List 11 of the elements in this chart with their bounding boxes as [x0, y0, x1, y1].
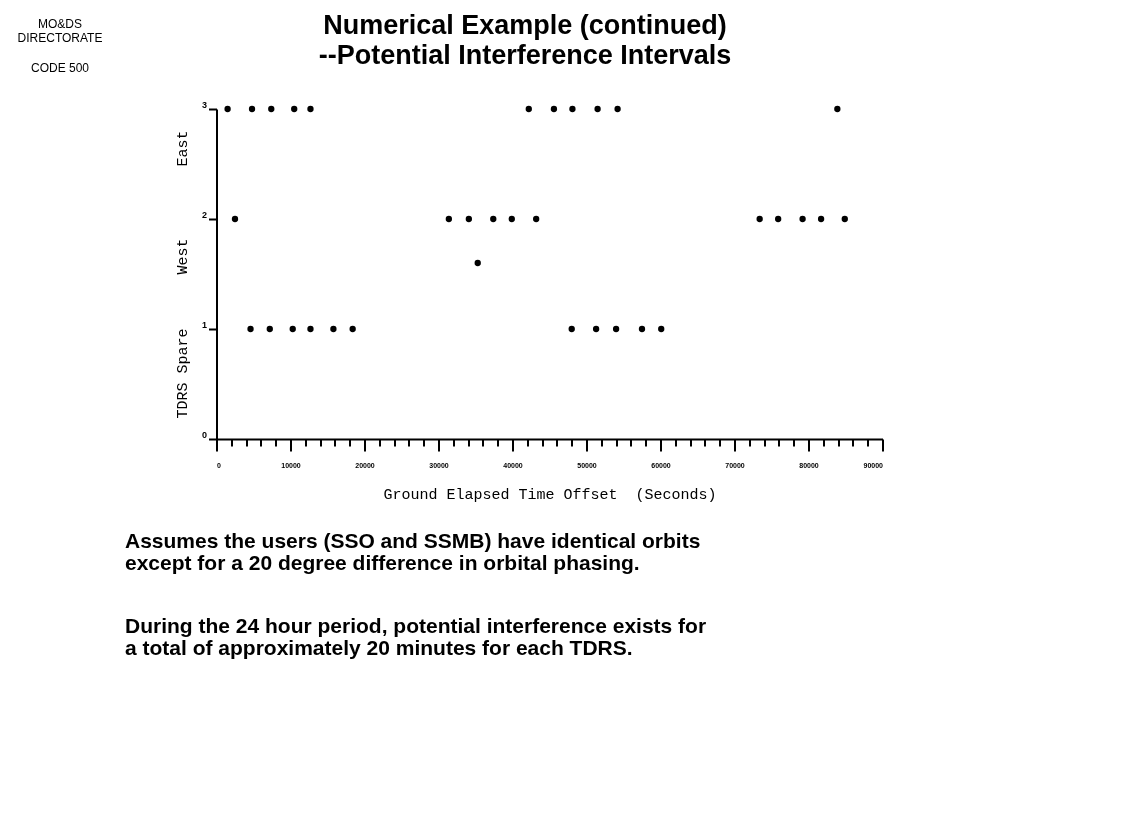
text: MO&DS DIRECTORATE	[17, 17, 103, 45]
text: Assumes the users (SSO and SSMB) have identical orbits except for a 20 degree difference in orbital phasing.	[125, 529, 701, 574]
chart-title: Numerical Example (continued) --Potential Interference Intervals	[318, 10, 732, 70]
text: During the 24 hour period, potential interference exists for a total of approximately 20 minutes for each TDRS.	[125, 614, 707, 659]
y-tick-label: 0	[201, 429, 207, 440]
y-tick-label: 1	[201, 319, 207, 330]
text: CODE 500	[30, 61, 90, 75]
y-tick-label: 3	[201, 99, 207, 110]
x-axis-title: Ground Elapsed Time Offset (Seconds)	[383, 486, 717, 504]
y-axis-title: TDRS Spare West East	[174, 130, 192, 419]
y-tick-label: 2	[201, 209, 207, 220]
